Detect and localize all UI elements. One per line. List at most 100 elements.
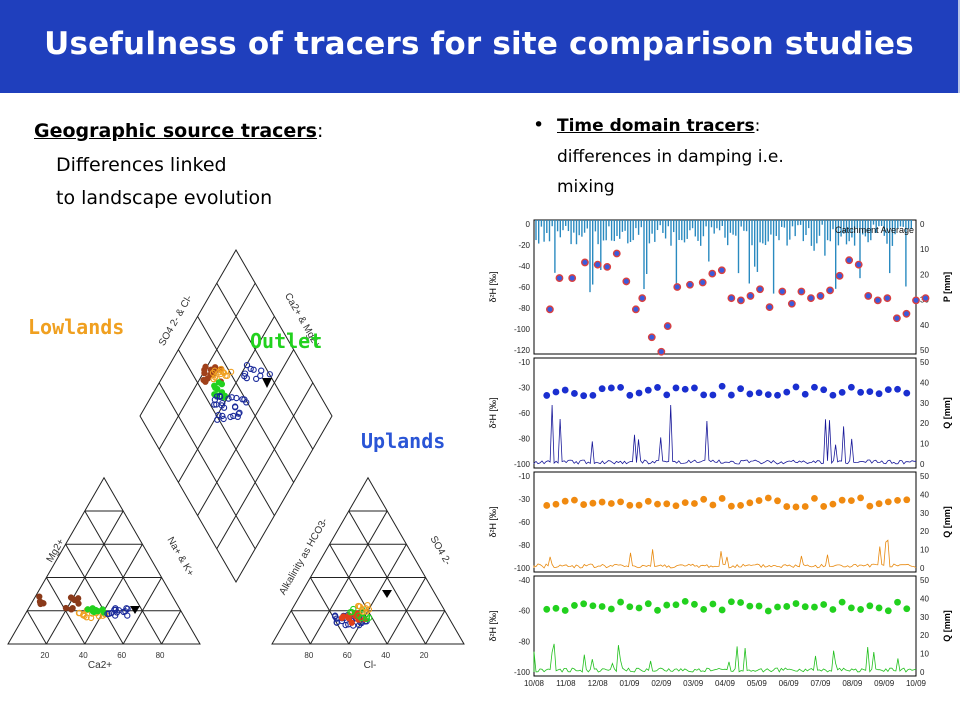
isotope-point xyxy=(672,384,680,392)
piper-point xyxy=(231,404,239,411)
isotope-point xyxy=(727,294,736,303)
piper-point xyxy=(363,608,370,615)
y2-tick-label: 40 xyxy=(920,378,929,387)
cation-triangle-grid xyxy=(84,510,163,645)
piper-point xyxy=(202,363,209,370)
isotope-point xyxy=(847,604,855,612)
y-tick-label: -30 xyxy=(518,384,530,393)
isotope-point xyxy=(816,292,825,300)
time-domain-heading: Time domain tracers: xyxy=(557,116,760,136)
piper-point xyxy=(355,602,363,610)
diamond-grid xyxy=(216,282,314,450)
isotope-point xyxy=(746,602,754,610)
isotope-point xyxy=(617,598,624,606)
cation-triangle-grid xyxy=(84,543,143,645)
y2-tick-label: 40 xyxy=(920,594,929,603)
y-axis-label: δ²H [‰] xyxy=(488,271,498,302)
piper-point xyxy=(38,599,45,606)
isotope-point xyxy=(884,386,892,394)
time-domain-line-2: mixing xyxy=(557,177,615,197)
isotope-point xyxy=(756,285,764,294)
y2-tick-label: 50 xyxy=(920,576,929,585)
x-tick-label: 07/09 xyxy=(810,679,831,688)
y-tick-label: -10 xyxy=(518,358,530,367)
isotope-point xyxy=(838,598,846,606)
isotope-point xyxy=(765,303,774,312)
y2-tick-label: 10 xyxy=(920,440,929,449)
isotope-point xyxy=(612,249,621,258)
isotope-point xyxy=(681,499,689,507)
isotope-point xyxy=(718,495,726,502)
piper-point xyxy=(83,614,90,621)
isotope-point xyxy=(686,280,694,289)
isotope-point xyxy=(903,496,911,504)
y2-tick-label: 40 xyxy=(920,490,929,499)
isotope-point xyxy=(801,390,809,398)
isotope-point xyxy=(783,603,791,610)
isotope-point xyxy=(691,600,698,608)
cation-triangle-grid xyxy=(65,543,124,645)
isotope-point xyxy=(603,263,612,271)
isotope-point xyxy=(811,494,818,502)
isotope-point xyxy=(654,500,661,508)
isotope-point xyxy=(894,496,901,504)
x-tick-label: 02/09 xyxy=(651,679,672,688)
anion-triangle xyxy=(271,476,465,645)
y2-axis-label: Q [mm] xyxy=(942,397,952,429)
isotope-point xyxy=(698,278,707,287)
isotope-point xyxy=(835,271,844,280)
x-tick-label: 04/09 xyxy=(715,679,736,688)
isotope-point xyxy=(902,309,911,318)
isotope-point xyxy=(727,502,735,510)
y-tick-label: -80 xyxy=(518,541,530,550)
piper-point xyxy=(227,413,234,421)
y2-tick-label: 50 xyxy=(920,358,929,367)
isotope-point xyxy=(700,605,708,613)
isotope-point xyxy=(708,269,717,278)
piper-tick-label: 40 xyxy=(381,651,390,660)
y-tick-label: -20 xyxy=(518,241,530,250)
piper-axis-label: Cl- xyxy=(364,660,377,671)
piper-point xyxy=(75,600,82,607)
y2-tick-label: 0 xyxy=(920,220,925,229)
isotope-point xyxy=(764,494,772,502)
x-tick-label: 09/09 xyxy=(874,679,895,688)
isotope-point xyxy=(543,605,551,613)
piper-point xyxy=(122,608,129,615)
y-tick-label: -60 xyxy=(518,409,530,418)
isotope-point xyxy=(811,603,818,611)
isotope-point xyxy=(571,496,578,504)
isotope-point xyxy=(847,383,855,391)
isotope-point xyxy=(622,277,631,286)
isotope-point xyxy=(857,494,865,502)
isotope-point xyxy=(626,391,634,399)
piper-point xyxy=(209,369,217,377)
isotope-point xyxy=(657,347,666,356)
y-axis-label: δ²H [‰] xyxy=(488,397,498,428)
y2-tick-label: 30 xyxy=(920,613,929,622)
isotope-point xyxy=(764,391,772,399)
isotope-point xyxy=(892,314,901,323)
isotope-point xyxy=(755,602,763,610)
isotope-point xyxy=(672,601,680,609)
piper-point xyxy=(225,395,232,402)
isotope-point xyxy=(783,503,791,510)
isotope-point xyxy=(571,390,578,397)
isotope-point xyxy=(866,388,874,396)
piper-axis-label: Na+ & K+ xyxy=(165,535,196,578)
isotope-point xyxy=(607,384,615,392)
time-domain-heading-text: Time domain tracers xyxy=(557,116,755,136)
isotope-point xyxy=(543,392,551,399)
isotope-point xyxy=(854,260,863,269)
panel-frame xyxy=(533,575,917,677)
isotope-point xyxy=(635,501,643,509)
discharge-line xyxy=(533,539,917,569)
isotope-point xyxy=(864,292,873,300)
y-tick-label: -30 xyxy=(518,495,530,504)
isotope-point xyxy=(617,498,624,506)
isotope-point xyxy=(626,501,634,509)
isotope-point xyxy=(866,602,874,610)
isotope-point xyxy=(700,391,708,399)
piper-point xyxy=(257,372,264,379)
piper-point xyxy=(36,593,43,600)
